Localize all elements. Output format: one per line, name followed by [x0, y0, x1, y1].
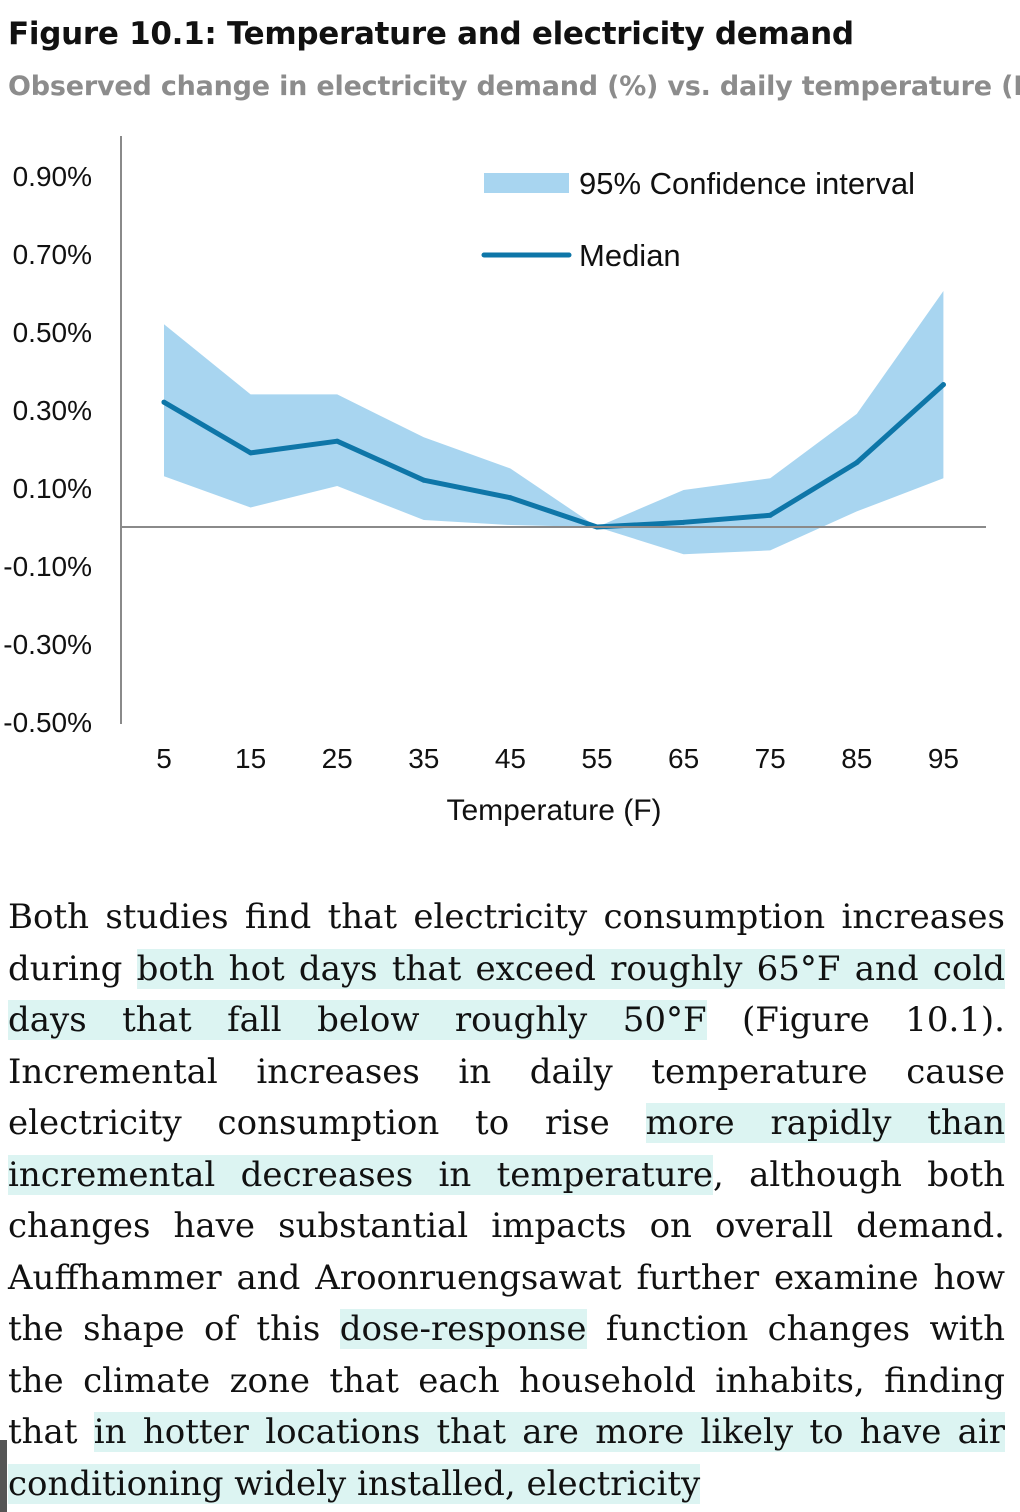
y-tick-label: 0.90% [13, 161, 92, 192]
median-point [248, 450, 254, 456]
median-point [767, 512, 773, 518]
y-tick-label: -0.50% [3, 707, 92, 738]
x-axis-label: Temperature (F) [446, 794, 661, 827]
text-run: Both studies find that electricity consu… [8, 897, 1005, 989]
median-line [161, 382, 946, 530]
legend-band-swatch [484, 173, 569, 193]
median-point [421, 477, 427, 483]
confidence-band [164, 291, 944, 555]
line-chart: 0.90% 0.70% 0.50% 0.30% 0.10% -0.10% -0.30% -0.… [3, 136, 986, 827]
legend: 95% Confidence interval Median [481, 166, 915, 273]
text-run: function changes with the climate zone t… [8, 1309, 1005, 1452]
legend-line-label: Median [579, 238, 681, 273]
median-point [507, 495, 513, 501]
median-point [681, 519, 687, 525]
x-tick-label: 55 [581, 743, 612, 774]
text-run: , although both changes have substantial… [8, 1154, 1006, 1350]
y-axis-ticks: 0.90% 0.70% 0.50% 0.30% 0.10% -0.10% -0.30% -0.… [3, 161, 92, 738]
y-tick-label: -0.30% [3, 629, 92, 660]
x-tick-label: 45 [495, 743, 526, 774]
highlighted-text[interactable]: in hotter locations that are more likely… [8, 1412, 1005, 1504]
y-tick-label: 0.70% [13, 239, 92, 270]
legend-band-label: 95% Confidence interval [579, 166, 915, 201]
body-paragraph: Both studies find that electricity consu… [8, 892, 1005, 1510]
x-tick-label: 65 [668, 743, 699, 774]
median-point [334, 438, 340, 444]
text-run: (Figure 10.1). Incremental increases in … [8, 1000, 1005, 1143]
median-point [161, 399, 167, 405]
median-point [854, 460, 860, 466]
x-tick-label: 25 [322, 743, 353, 774]
page-edge-marker [0, 1440, 7, 1512]
plot-area [161, 291, 946, 555]
figure-title: Figure 10.1: Temperature and electricity… [8, 16, 854, 52]
x-tick-label: 85 [841, 743, 872, 774]
y-tick-label: 0.50% [13, 317, 92, 348]
y-tick-label: -0.10% [3, 551, 92, 582]
x-axis-ticks: 5 15 25 35 45 55 65 75 85 95 [156, 743, 959, 774]
x-tick-label: 15 [235, 743, 266, 774]
figure-subtitle: Observed change in electricity demand (%… [8, 71, 1020, 102]
x-tick-label: 35 [408, 743, 439, 774]
y-tick-label: 0.30% [13, 395, 92, 426]
highlighted-text[interactable]: dose-response [339, 1309, 587, 1349]
x-tick-label: 5 [156, 743, 172, 774]
x-tick-label: 75 [755, 743, 786, 774]
median-point [940, 382, 946, 388]
y-tick-label: 0.10% [13, 473, 92, 504]
x-tick-label: 95 [928, 743, 959, 774]
